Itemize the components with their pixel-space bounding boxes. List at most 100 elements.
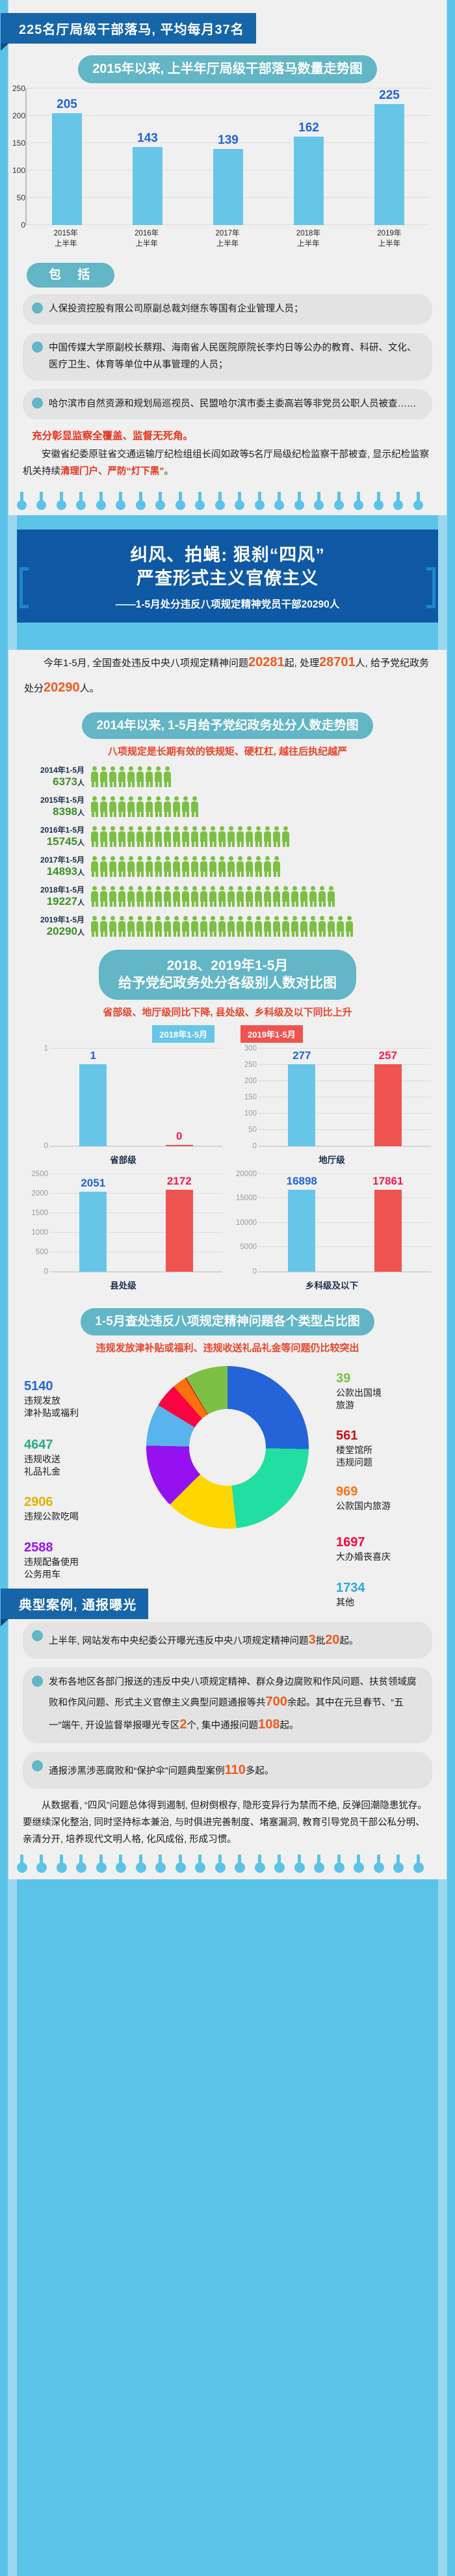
lollipop-ball xyxy=(294,1862,305,1873)
person-icon xyxy=(227,825,235,847)
lollipop-ball xyxy=(354,500,364,511)
pictogram-value: 19227人 xyxy=(46,895,84,908)
b3-text-2: 多起。 xyxy=(245,1766,274,1777)
pie-title: 1-5月查处违反八项规定精神问题各个类型占比图 xyxy=(81,1308,374,1335)
bar xyxy=(165,1144,193,1146)
banner-zone: 纠风、拍蝇: 狠刹“四风” 严查形式主义官僚主义 ——1-5月处分违反八项规定精… xyxy=(0,515,455,639)
y-tick-label: 2000 xyxy=(31,1189,48,1198)
pictogram-row: 2017年1-5月 14893人 xyxy=(20,854,435,878)
person-icon xyxy=(145,766,153,787)
donut-label-text: 违规配备使用 公务用车 xyxy=(24,1556,79,1579)
x-tick-label: 2017年 上半年 xyxy=(215,230,240,248)
b1-number-1: 3 xyxy=(308,1632,316,1647)
y-tick-label: 20000 xyxy=(236,1170,257,1178)
lollipop-stick xyxy=(159,492,162,507)
banner-line1: 纠风、拍蝇: 狠刹“四风” xyxy=(130,545,325,565)
bar-column: 143 xyxy=(107,88,188,225)
person-icon xyxy=(272,885,281,907)
intro-number-1: 20281 xyxy=(248,654,285,669)
lollipop-ball xyxy=(254,500,265,511)
person-icon xyxy=(281,885,290,907)
person-icon xyxy=(118,855,126,877)
lollipop-ball xyxy=(354,1862,365,1873)
person-icon xyxy=(300,885,308,907)
chart1-title: 2015年以来, 上半年厅局级干部落马数量走势图 xyxy=(78,55,377,83)
compare-legend: 2018年1-5月 2019年1-5月 xyxy=(8,1025,447,1043)
pictogram-label: 2019年1-5月 20290人 xyxy=(20,914,90,938)
donut-label-text: 大办婚丧喜庆 xyxy=(336,1551,391,1562)
person-icon xyxy=(209,855,217,877)
b1-number-2: 20 xyxy=(325,1632,340,1647)
person-icon xyxy=(218,885,226,907)
person-icon xyxy=(145,825,153,847)
lollipop-stick xyxy=(119,492,123,507)
lollipop-stick xyxy=(218,1855,222,1868)
lollipop-stick xyxy=(238,492,242,507)
mini-caption: 乡科级及以下 xyxy=(306,1280,358,1291)
donut-label-value: 2906 xyxy=(24,1494,53,1509)
bar-value-label: 205 xyxy=(57,97,77,111)
para-post: 。 xyxy=(164,466,174,477)
para-highlight: 清理门户、严防“灯下黑” xyxy=(60,466,164,477)
lollipop-ball xyxy=(76,1862,87,1873)
legend-2019: 2019年1-5月 xyxy=(240,1025,303,1043)
donut-label-value: 4647 xyxy=(24,1437,53,1452)
donut-label-value: 2588 xyxy=(24,1540,53,1555)
gridline: 1000 xyxy=(31,1229,222,1237)
main-banner: 纠风、拍蝇: 狠刹“四风” 严查形式主义官僚主义 ——1-5月处分违反八项规定精… xyxy=(17,530,438,623)
y-tick-label: 100 xyxy=(244,1109,257,1118)
person-icon xyxy=(236,855,244,877)
gridline: 300 xyxy=(244,1045,431,1053)
person-icon xyxy=(109,825,117,847)
lollipop-stick xyxy=(20,492,23,507)
lollipop-ball xyxy=(96,500,106,511)
y-tick-label: 15000 xyxy=(236,1194,257,1203)
person-icon xyxy=(172,855,181,877)
lollipop-stick xyxy=(178,492,182,507)
bar-column: 0 xyxy=(165,1049,193,1146)
b2-text-3: 个, 集中通报问题 xyxy=(187,1721,259,1731)
person-icon xyxy=(245,885,254,907)
pictogram-icons xyxy=(90,796,199,817)
donut-label-right: 1697 大办婚丧喜庆 xyxy=(336,1535,434,1563)
person-icon xyxy=(136,825,144,847)
lollipop-ball xyxy=(56,500,66,511)
lollipop-stick xyxy=(138,1855,142,1868)
lollipop-ball xyxy=(17,500,27,511)
intro-text-2: 起, 处理 xyxy=(284,657,319,669)
lollipop-ball xyxy=(17,1862,27,1873)
bar-value-label: 2051 xyxy=(81,1176,106,1189)
donut-label-left: 4647 违规收送 礼品礼金 xyxy=(24,1438,122,1478)
person-icon xyxy=(163,885,172,907)
person-icon xyxy=(136,885,144,907)
bar-value-label: 1 xyxy=(90,1049,96,1062)
person-icon xyxy=(154,885,162,907)
x-tick-label: 2018年 上半年 xyxy=(296,230,320,248)
person-icon xyxy=(209,885,217,907)
person-icon xyxy=(118,885,126,907)
b2-number-2: 2 xyxy=(179,1717,187,1732)
x-tick-label: 2019年 上半年 xyxy=(377,230,402,248)
donut-label-left: 5140 违规发放 津补贴或福利 xyxy=(24,1379,122,1419)
lollipop-ball xyxy=(314,500,324,511)
person-icon xyxy=(227,915,235,937)
mini-caption: 县处级 xyxy=(110,1280,136,1291)
pictogram-row: 2014年1-5月 6373人 xyxy=(20,764,435,788)
section3-closing-paragraph: 从数据看, “四风”问题总体得到遏制, 但树倒根存, 隐形变异行为禁而不绝, 反… xyxy=(23,1801,427,1845)
y-tick-label: 100 xyxy=(12,166,25,175)
person-icon xyxy=(163,855,172,877)
y-tick-label: 500 xyxy=(35,1248,48,1256)
bar-column: 205 xyxy=(27,88,107,225)
bar xyxy=(374,1064,402,1146)
b1-text-2: 批 xyxy=(315,1635,326,1646)
person-icon xyxy=(291,915,299,937)
bullet-text: 通报涉黑涉恶腐败和“保护伞”问题典型案例110多起。 xyxy=(49,1759,274,1782)
person-icon xyxy=(109,885,117,907)
y-tick-label: 1000 xyxy=(31,1228,48,1237)
donut-label-text: 违规收送 礼品礼金 xyxy=(24,1453,60,1477)
person-icon xyxy=(154,766,162,787)
lollipop-stick xyxy=(40,492,44,507)
b3-number-1: 110 xyxy=(224,1763,246,1777)
pictogram-label: 2016年1-5月 15745人 xyxy=(20,824,90,848)
